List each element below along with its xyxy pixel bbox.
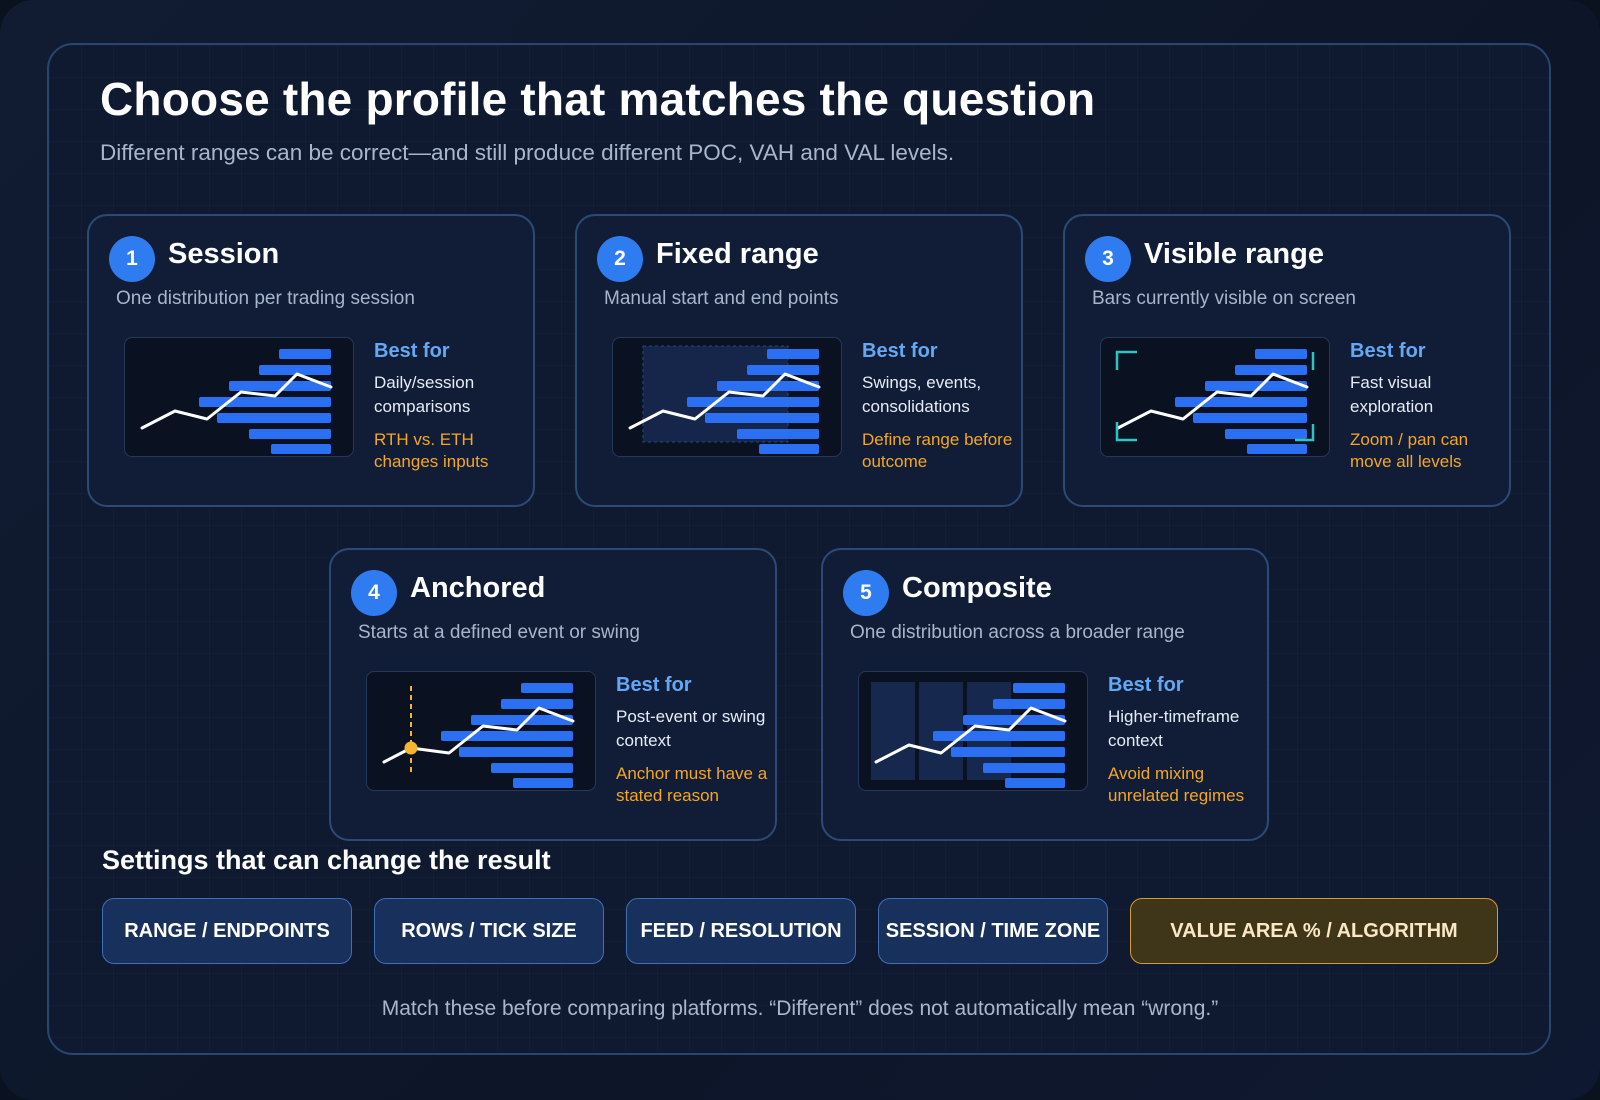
profile-card-visible-range: 3 Visible range Bars currently visible o… bbox=[1063, 214, 1511, 507]
volume-profile-thumbnail bbox=[858, 671, 1088, 791]
card-description: Bars currently visible on screen bbox=[1092, 288, 1356, 309]
best-for-text: Higher-timeframe context bbox=[1108, 707, 1240, 750]
card-description: One distribution per trading session bbox=[116, 288, 415, 309]
page-title: Choose the profile that matches the ques… bbox=[100, 73, 1096, 125]
best-for-label: Best for bbox=[1350, 340, 1426, 362]
settings-heading: Settings that can change the result bbox=[102, 845, 551, 875]
volume-profile-thumbnail bbox=[1100, 337, 1330, 457]
best-for-label: Best for bbox=[374, 340, 450, 362]
card-title: Composite bbox=[902, 572, 1052, 604]
setting-pill-value-area-algorithm: VALUE AREA % / ALGORITHM bbox=[1130, 898, 1498, 964]
best-for-label: Best for bbox=[862, 340, 938, 362]
step-number-badge: 5 bbox=[843, 570, 889, 616]
caution-text: RTH vs. ETH changes inputs bbox=[374, 430, 489, 471]
best-for-text: Post-event or swing context bbox=[616, 707, 766, 750]
step-number-badge: 4 bbox=[351, 570, 397, 616]
card-description: Manual start and end points bbox=[604, 288, 839, 309]
best-for-text: Fast visual exploration bbox=[1350, 373, 1434, 416]
card-title: Fixed range bbox=[656, 238, 819, 270]
caution-text: Zoom / pan can move all levels bbox=[1350, 430, 1469, 471]
card-title: Visible range bbox=[1144, 238, 1324, 270]
step-number-badge: 1 bbox=[109, 236, 155, 282]
volume-profile-thumbnail bbox=[124, 337, 354, 457]
profile-card-session: 1 Session One distribution per trading s… bbox=[87, 214, 535, 507]
caution-text: Define range before outcome bbox=[862, 430, 1013, 471]
volume-profile-illustration bbox=[871, 682, 1067, 788]
caution-text: Avoid mixing unrelated regimes bbox=[1108, 764, 1245, 805]
volume-profile-illustration bbox=[382, 683, 575, 788]
volume-profile-thumbnail bbox=[366, 671, 596, 791]
profile-card-composite: 5 Composite One distribution across a br… bbox=[821, 548, 1269, 841]
volume-profile-illustration bbox=[140, 349, 333, 454]
composite-session-block bbox=[871, 682, 915, 780]
profile-card-anchored: 4 Anchored Starts at a defined event or … bbox=[329, 548, 777, 841]
card-title: Session bbox=[168, 238, 280, 270]
page-subtitle: Different ranges can be correct—and stil… bbox=[100, 140, 955, 165]
setting-pill-feed-resolution: FEED / RESOLUTION bbox=[626, 898, 856, 964]
step-number-badge: 2 bbox=[597, 236, 643, 282]
volume-profile-thumbnail bbox=[612, 337, 842, 457]
card-description: One distribution across a broader range bbox=[850, 622, 1185, 643]
best-for-text: Daily/session comparisons bbox=[374, 373, 475, 416]
volume-profile-illustration bbox=[1115, 349, 1315, 454]
caution-text: Anchor must have a stated reason bbox=[616, 764, 768, 805]
setting-pill-range-endpoints: RANGE / ENDPOINTS bbox=[102, 898, 352, 964]
main-panel bbox=[47, 43, 1551, 1055]
card-title: Anchored bbox=[410, 572, 546, 604]
best-for-label: Best for bbox=[616, 674, 692, 696]
best-for-text: Swings, events, consolidations bbox=[862, 373, 982, 416]
setting-pill-rows-tick-size: ROWS / TICK SIZE bbox=[374, 898, 604, 964]
step-number-badge: 3 bbox=[1085, 236, 1131, 282]
best-for-label: Best for bbox=[1108, 674, 1184, 696]
footer-note: Match these before comparing platforms. … bbox=[381, 997, 1219, 1020]
viewport-bracket-icon bbox=[1115, 350, 1315, 442]
card-description: Starts at a defined event or swing bbox=[358, 622, 640, 643]
volume-profile-illustration bbox=[628, 345, 821, 454]
setting-pill-session-time-zone: SESSION / TIME ZONE bbox=[878, 898, 1108, 964]
profile-card-fixed-range: 2 Fixed range Manual start and end point… bbox=[575, 214, 1023, 507]
anchor-point-icon bbox=[404, 741, 418, 755]
